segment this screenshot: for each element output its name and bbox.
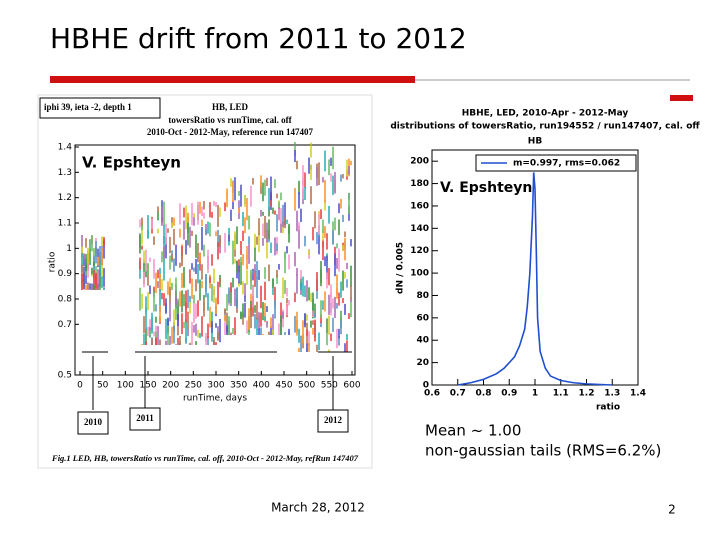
x-tick-label: 1.4 xyxy=(630,389,646,399)
y-tick-label: 140 xyxy=(410,224,429,234)
x-tick-label: 1.2 xyxy=(579,389,595,399)
y-axis-label: ratio xyxy=(48,251,58,272)
x-tick-label: 1 xyxy=(532,389,538,399)
corner-mark xyxy=(670,95,693,101)
inset-box xyxy=(39,97,161,119)
title-bar xyxy=(50,76,415,83)
x-tick-label: 500 xyxy=(298,381,315,391)
x-axis-label: ratio xyxy=(596,403,620,413)
period-label: 2010 xyxy=(84,417,103,427)
y-tick-label: 160 xyxy=(410,201,429,211)
period-label: 2011 xyxy=(136,413,154,423)
note: Mean ~ 1.00 xyxy=(425,422,521,440)
legend-label: m=0.997, rms=0.062 xyxy=(513,159,620,169)
right-title: distributions of towersRatio, run194552 … xyxy=(390,122,700,132)
x-tick-label: 100 xyxy=(117,381,134,391)
left-title: 2010-Oct - 2012-May, reference run 14740… xyxy=(147,127,314,137)
caption: Fig.1 LED, HB, towersRatio vs runTime, c… xyxy=(51,453,359,463)
right-figure xyxy=(400,137,646,399)
period-arrows xyxy=(77,351,352,435)
x-tick-label: 0.7 xyxy=(450,389,466,399)
histogram-line xyxy=(457,172,613,386)
x-tick-label: 300 xyxy=(207,381,224,391)
x-tick-label: 600 xyxy=(343,381,360,391)
x-tick-label: 450 xyxy=(275,381,292,391)
legend-box xyxy=(475,154,637,172)
slide-title: HBHE drift from 2011 to 2012 xyxy=(50,22,467,55)
x-tick-label: 0.8 xyxy=(476,389,492,399)
y-tick-label: 0.9 xyxy=(58,269,73,279)
x-tick-label: 150 xyxy=(139,381,156,391)
y-tick-label: 1 xyxy=(66,244,72,254)
y-tick-label: 1.4 xyxy=(58,143,73,153)
x-tick-label: 1.1 xyxy=(553,389,569,399)
x-tick-label: 1.3 xyxy=(604,389,620,399)
y-tick-label: 80 xyxy=(416,291,429,301)
x-tick-label: 50 xyxy=(97,381,109,391)
y-tick-label: 180 xyxy=(410,179,429,189)
y-tick-label: 0.5 xyxy=(58,371,72,381)
plot-title: HB xyxy=(528,137,543,147)
x-tick-label: 0.6 xyxy=(424,389,440,399)
y-tick-label: 0 xyxy=(423,381,429,391)
y-tick-label: 1.3 xyxy=(58,168,72,178)
x-tick-label: 350 xyxy=(230,381,247,391)
y-tick-label: 20 xyxy=(416,358,429,368)
y-tick-label: 0.8 xyxy=(58,295,73,305)
x-tick-label: 0 xyxy=(77,381,83,391)
period-label: 2012 xyxy=(324,415,343,425)
inset-label: iphi 39, ieta -2, depth 1 xyxy=(44,102,132,112)
y-tick-label: 0.7 xyxy=(58,320,72,330)
footer-date: March 28, 2012 xyxy=(271,501,365,515)
y-tick-label: 40 xyxy=(416,336,429,346)
author: V. Epshteyn xyxy=(82,154,181,172)
page-number: 2 xyxy=(668,503,676,517)
y-axis-label: dN / 0.005 xyxy=(396,242,406,294)
note: non-gaussian tails (RMS=6.2%) xyxy=(425,442,661,460)
x-tick-label: 0.9 xyxy=(501,389,517,399)
y-tick-label: 1.2 xyxy=(58,193,72,203)
left-axes xyxy=(74,144,356,376)
left-title: HB, LED xyxy=(212,102,249,112)
x-axis-label: runTime, days xyxy=(183,394,247,404)
left-title: towersRatio vs runTime, cal. off xyxy=(168,115,292,125)
x-tick-label: 550 xyxy=(321,381,338,391)
y-tick-label: 1.1 xyxy=(58,219,72,229)
right-title: HBHE, LED, 2010-Apr - 2012-May xyxy=(462,109,629,119)
y-tick-label: 120 xyxy=(410,246,429,256)
y-tick-label: 100 xyxy=(410,269,429,279)
x-tick-label: 400 xyxy=(253,381,270,391)
y-tick-label: 200 xyxy=(410,157,429,167)
scatter-bands xyxy=(81,142,352,352)
y-tick-label: 60 xyxy=(416,313,429,323)
x-tick-label: 250 xyxy=(185,381,202,391)
x-tick-label: 200 xyxy=(162,381,179,391)
author: V. Epshteyn xyxy=(440,180,532,196)
